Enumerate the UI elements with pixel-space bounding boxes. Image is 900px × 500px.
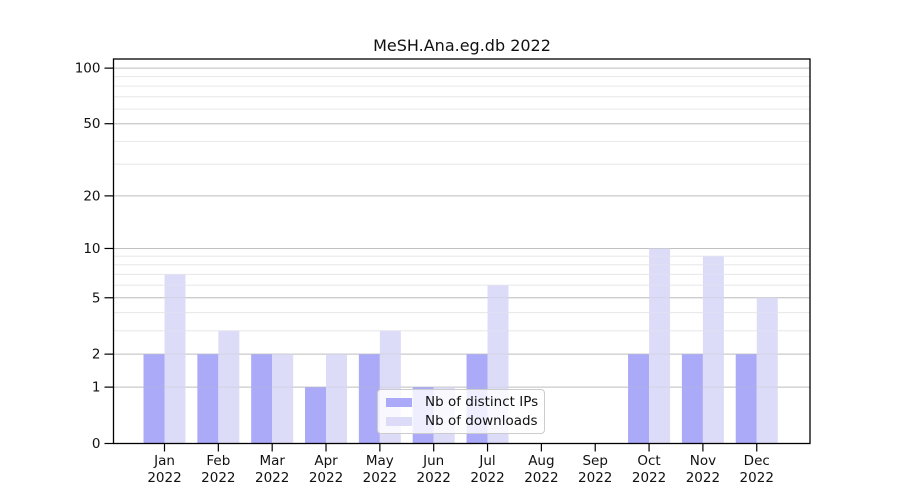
bar-downloads-jan: [164, 274, 186, 444]
legend: Nb of distinct IPs Nb of downloads: [377, 389, 545, 434]
legend-swatch-distinct-ips: [386, 397, 412, 407]
bar-ips-jan: [143, 354, 165, 444]
x-tick-label: May 2022: [363, 453, 397, 486]
x-tick-label: Oct 2022: [632, 453, 666, 486]
legend-label-downloads: Nb of downloads: [425, 413, 538, 429]
x-tick-label: Apr 2022: [309, 453, 343, 486]
bar-ips-apr: [305, 387, 327, 444]
plot-frame: [112, 58, 811, 445]
bar-downloads-nov: [702, 256, 724, 444]
grid-over: [113, 67, 810, 388]
y-tick-label: 2: [92, 347, 101, 363]
bar-ips-dec: [735, 354, 757, 444]
x-tick-label: Dec 2022: [740, 453, 774, 486]
bar-ips-mar: [251, 354, 273, 444]
bar-ips-may: [358, 354, 380, 444]
legend-item-distinct-ips: Nb of distinct IPs: [386, 393, 544, 412]
y-tick-label: 50: [83, 116, 100, 132]
bar-ips-feb: [197, 354, 219, 444]
bar-downloads-mar: [272, 354, 294, 444]
y-tick-label: 1: [92, 380, 101, 396]
x-tick-label: Jan 2022: [147, 453, 181, 486]
y-tick-label: 10: [83, 241, 100, 257]
y-tick-label: 0: [92, 436, 101, 452]
bar-ips-oct: [628, 354, 650, 444]
bar-downloads-dec: [756, 297, 778, 444]
bar-downloads-feb: [218, 330, 240, 444]
y-tick-label: 100: [75, 61, 101, 77]
bar-downloads-apr: [326, 354, 348, 444]
bar-downloads-oct: [649, 248, 671, 444]
x-tick-label: Feb 2022: [201, 453, 235, 486]
x-tick-label: Jun 2022: [417, 453, 451, 486]
y-tick-label: 20: [83, 188, 100, 204]
legend-swatch-downloads: [386, 416, 412, 426]
legend-label-distinct-ips: Nb of distinct IPs: [425, 394, 539, 410]
y-tick-label: 5: [92, 290, 101, 306]
x-tick-label: Aug 2022: [524, 453, 558, 486]
chart-title: MeSH.Ana.eg.db 2022: [373, 36, 551, 55]
x-tick-label: Nov 2022: [686, 453, 720, 486]
x-tick-label: Jul 2022: [470, 453, 504, 486]
x-tick-label: Mar 2022: [255, 453, 289, 486]
bar-ips-nov: [681, 354, 703, 444]
legend-item-downloads: Nb of downloads: [386, 412, 544, 431]
x-tick-label: Sep 2022: [578, 453, 612, 486]
